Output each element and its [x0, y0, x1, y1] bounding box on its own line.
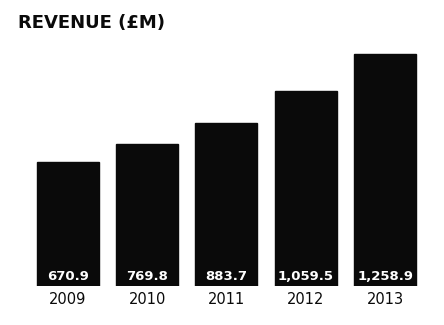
Bar	[354, 54, 416, 286]
Bar	[195, 123, 258, 286]
Text: 769.8: 769.8	[126, 270, 168, 283]
Bar	[116, 144, 178, 286]
Text: 1,059.5: 1,059.5	[278, 270, 334, 283]
Text: 1,258.9: 1,258.9	[357, 270, 413, 283]
Bar	[37, 162, 99, 286]
Text: REVENUE (£M): REVENUE (£M)	[18, 14, 165, 32]
Text: 670.9: 670.9	[47, 270, 89, 283]
Text: 883.7: 883.7	[206, 270, 247, 283]
Bar	[275, 91, 337, 286]
